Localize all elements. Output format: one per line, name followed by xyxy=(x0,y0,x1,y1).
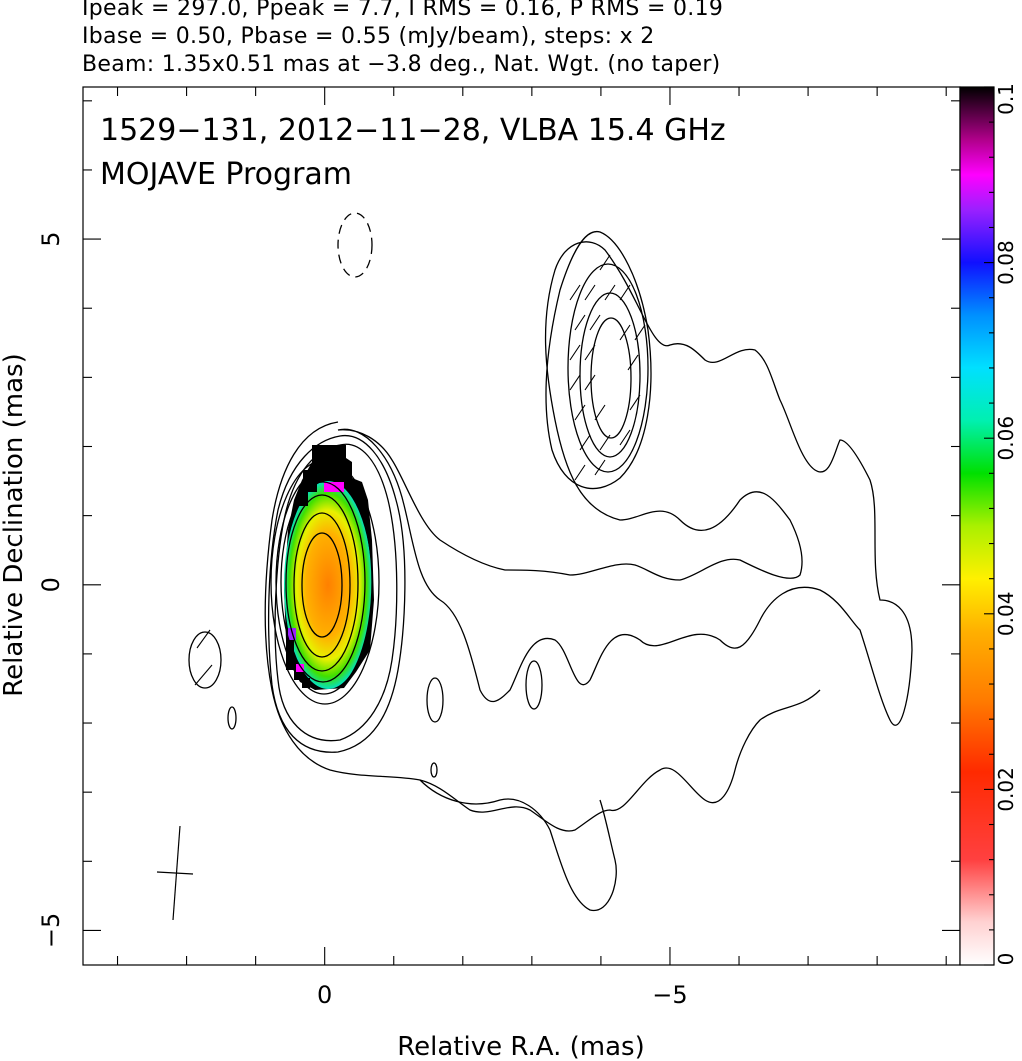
jet-component-contours xyxy=(545,230,652,490)
polarization-vectors xyxy=(194,254,646,686)
colorbar-tick-label: 0.08 xyxy=(994,240,1018,285)
beam-line: Beam: 1.35x0.51 mas at −3.8 deg., Nat. W… xyxy=(82,52,721,77)
colorbar xyxy=(959,86,995,966)
y-axis-label: Relative Declination (mas) xyxy=(0,353,29,696)
core-contours xyxy=(188,241,913,911)
y-tick-label: −5 xyxy=(37,913,65,948)
colorbar-tick-label: 0.02 xyxy=(994,767,1018,812)
plot-frame xyxy=(82,86,961,966)
colorbar-tick-label: 0.1 xyxy=(994,83,1018,115)
colorbar-tick-label: 0.04 xyxy=(994,592,1018,637)
negative-contour xyxy=(337,212,373,278)
y-tick-label: 0 xyxy=(37,577,65,592)
colorbar-axis: 0 0.02 0.04 0.06 0.08 0.1 xyxy=(984,83,1018,966)
stats-line-2: Ibase = 0.50, Pbase = 0.55 (mJy/beam), s… xyxy=(82,24,655,49)
x-axis-label: Relative R.A. (mas) xyxy=(397,1032,644,1061)
axes: 0 −5 5 0 −5 xyxy=(37,87,960,1009)
chart-title: 1529−131, 2012−11−28, VLBA 15.4 GHz xyxy=(100,113,726,148)
chart-subtitle: MOJAVE Program xyxy=(100,157,352,192)
x-tick-label: −5 xyxy=(652,981,687,1009)
beam-marker xyxy=(156,825,194,921)
stats-line-1: Ipeak = 297.0, Ppeak = 7.7, I RMS = 0.16… xyxy=(82,0,724,21)
colorbar-tick-label: 0.06 xyxy=(994,416,1018,461)
colorbar-tick-label: 0 xyxy=(994,953,1018,966)
y-tick-label: 5 xyxy=(37,231,65,246)
x-tick-label: 0 xyxy=(317,981,332,1009)
